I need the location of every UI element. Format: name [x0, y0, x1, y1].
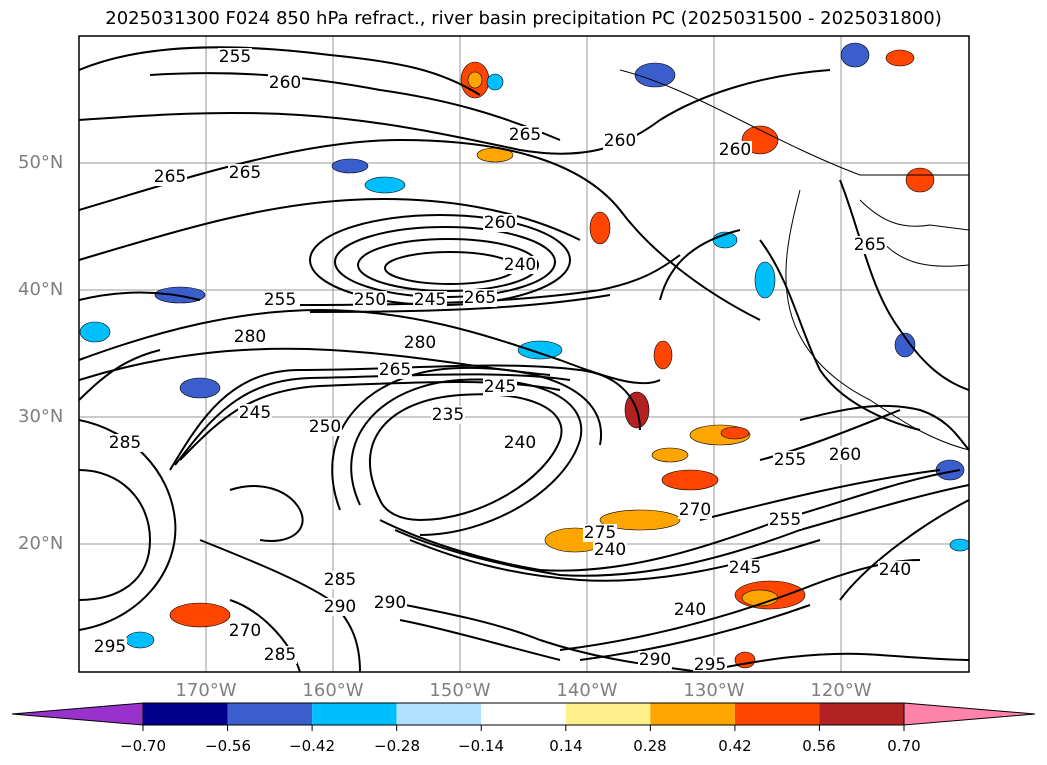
contour-label: 240 — [504, 433, 536, 453]
contour-label: 265 — [229, 163, 261, 183]
contour-label: 295 — [94, 637, 126, 657]
lon-label-150w: 150°W — [429, 680, 491, 701]
contour-label: 285 — [109, 433, 141, 453]
colorbar-cell — [143, 703, 228, 725]
coastline — [619, 69, 969, 451]
lat-label-50n: 50°N — [18, 152, 64, 173]
colorbar-tick-label: −0.42 — [289, 737, 335, 755]
contour-label: 255 — [774, 450, 806, 470]
contour-label: 285 — [324, 570, 356, 590]
graticule — [79, 36, 969, 672]
colorbar-cell — [396, 703, 482, 725]
colorbar — [11, 702, 1036, 731]
colorbar-cell — [227, 703, 313, 725]
lat-label-20n: 20°N — [18, 533, 64, 554]
contour-labels: 255 260 265 260 265 260 265 260 240 255 250 245 265 2… — [93, 47, 912, 675]
contour-label: 275 — [584, 523, 616, 543]
colorbar-extend-left — [11, 702, 144, 726]
contour-label: 240 — [594, 540, 626, 560]
contour-label: 240 — [504, 255, 536, 275]
map-frame — [78, 35, 970, 673]
lon-label-120w: 120°W — [810, 680, 872, 701]
contour-label: 265 — [154, 167, 186, 187]
colorbar-tick-label: −0.56 — [205, 737, 251, 755]
colorbar-tick-label: 0.42 — [718, 737, 752, 755]
contour-label: 260 — [269, 73, 301, 93]
contour-label: 240 — [879, 560, 911, 580]
contour-label: 270 — [229, 621, 261, 641]
contour-label: 245 — [484, 377, 516, 397]
contour-label: 235 — [432, 405, 464, 425]
contour-label: 255 — [219, 47, 251, 67]
lat-label-30n: 30°N — [18, 406, 64, 427]
colorbar-tick-label: −0.70 — [120, 737, 166, 755]
map-title: 2025031300 F024 850 hPa refract., river … — [105, 8, 942, 29]
colorbar-tick-label: 0.56 — [802, 737, 836, 755]
lon-label-170w: 170°W — [175, 680, 237, 701]
contour-label: 245 — [729, 558, 761, 578]
contour-label: 260 — [484, 213, 516, 233]
contour-label: 290 — [639, 650, 671, 670]
colorbar-cell — [481, 703, 566, 725]
contour-label: 280 — [404, 333, 436, 353]
lon-label-140w: 140°W — [556, 680, 618, 701]
contour-label: 265 — [379, 360, 411, 380]
contour-label: 290 — [374, 593, 406, 613]
contour-label: 290 — [324, 597, 356, 617]
colorbar-cell — [734, 703, 820, 725]
contour-label: 270 — [679, 500, 711, 520]
contour-label: 295 — [694, 655, 726, 675]
contour-label: 265 — [854, 235, 886, 255]
contour-label: 265 — [509, 125, 541, 145]
colorbar-tick-label: 0.28 — [633, 737, 667, 755]
colorbar-extend-right — [903, 702, 1036, 726]
contour-label: 250 — [309, 417, 341, 437]
contour-label: 255 — [769, 510, 801, 530]
contour-label: 245 — [239, 403, 271, 423]
colorbar-cell — [565, 703, 651, 725]
contour-label: 265 — [464, 288, 496, 308]
lon-label-160w: 160°W — [302, 680, 364, 701]
contour-label: 260 — [829, 445, 861, 465]
colorbar-tick-label: −0.14 — [458, 737, 504, 755]
colorbar-tick-label: −0.28 — [374, 737, 420, 755]
contour-label: 260 — [604, 131, 636, 151]
colorbar-cell — [650, 703, 735, 725]
contour-label: 285 — [264, 645, 296, 665]
contour-label: 260 — [719, 140, 751, 160]
lat-label-40n: 40°N — [18, 279, 64, 300]
colorbar-tick-label: 0.14 — [549, 737, 583, 755]
contour-label: 280 — [234, 327, 266, 347]
colorbar-cell — [819, 703, 904, 725]
contour-label: 240 — [674, 600, 706, 620]
contour-label: 245 — [414, 290, 446, 310]
colorbar-cell — [312, 703, 397, 725]
contour-label: 250 — [354, 290, 386, 310]
precip-shading — [79, 42, 969, 669]
colorbar-tick-label: 0.70 — [887, 737, 921, 755]
contour-label: 255 — [264, 290, 296, 310]
lon-label-130w: 130°W — [683, 680, 745, 701]
